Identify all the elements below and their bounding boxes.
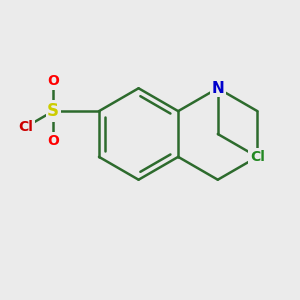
Text: N: N <box>212 81 224 96</box>
Text: O: O <box>47 74 59 88</box>
Text: Cl: Cl <box>250 150 265 164</box>
Text: O: O <box>47 134 59 148</box>
Text: S: S <box>47 102 59 120</box>
Text: Cl: Cl <box>18 120 33 134</box>
